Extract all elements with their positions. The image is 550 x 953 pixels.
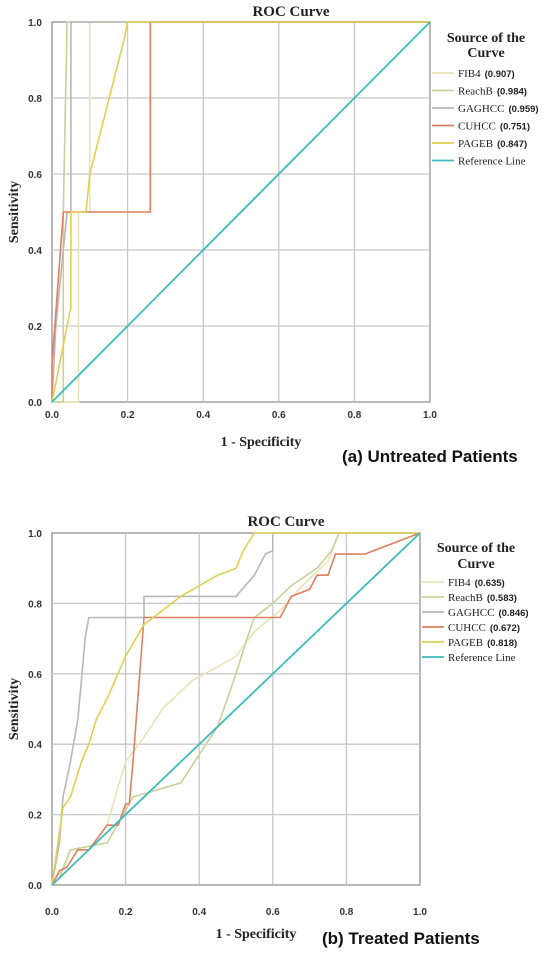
legend-label: ReachB (0.583)	[448, 592, 517, 604]
legend-label: FIB4 (0.635)	[448, 577, 505, 589]
legend-label: Reference Line	[448, 652, 516, 664]
legend-label: PAGEB (0.847)	[458, 138, 527, 150]
x-axis-label: 1 - Specificity	[221, 435, 302, 450]
roc-chart-treated: 0.0 0.2 0.4 0.6 0.8 1.0 0.0 0.2 0.4 0.6 0.8 1.0 ROC …	[7, 514, 529, 948]
panel-caption: (a) Untreated Patients	[342, 447, 518, 466]
series-line-gaghcc	[51, 532, 420, 886]
legend-auc: (0.583)	[487, 593, 517, 604]
x-tick-label: 1.0	[413, 907, 427, 918]
y-tick-label: 0.4	[28, 740, 42, 751]
series-line-cuhcc	[51, 532, 421, 886]
series-line-pageb	[51, 21, 430, 403]
y-tick-label: 1.0	[28, 18, 42, 29]
series-line-reference-line	[51, 21, 431, 403]
y-tick-label: 0.8	[28, 599, 42, 610]
legend-auc: (0.635)	[475, 578, 505, 589]
x-tick-label: 0.6	[266, 907, 280, 918]
legend-title-line-1: Source of the	[437, 541, 515, 556]
legend-auc: (0.907)	[485, 69, 515, 80]
legend-title-line-2: Curve	[467, 46, 504, 61]
legend-label: GAGHCC (0.846)	[448, 607, 529, 619]
legend-label: Reference Line	[458, 156, 526, 168]
legend-auc: (0.847)	[497, 139, 527, 150]
legend-label: CUHCC (0.751)	[458, 121, 530, 133]
y-tick-label: 0.6	[28, 670, 42, 681]
x-tick-label: 0.6	[272, 410, 286, 421]
y-tick-label: 0.0	[28, 398, 42, 409]
legend-label: FIB4 (0.907)	[458, 68, 515, 80]
series-line-reachb	[51, 532, 420, 886]
y-tick-label: 0.8	[28, 94, 42, 105]
legend-auc: (0.672)	[490, 623, 520, 634]
x-tick-label: 0.8	[347, 410, 361, 421]
legend-label: CUHCC (0.672)	[448, 622, 520, 634]
legend-title-line-2: Curve	[457, 557, 494, 572]
y-axis-label: Sensitivity	[7, 678, 22, 740]
x-tick-label: 0.4	[192, 907, 206, 918]
y-axis-label: Sensitivity	[7, 181, 22, 243]
x-tick-label: 0.2	[121, 410, 135, 421]
roc-chart-untreated: 0.0 0.2 0.4 0.6 0.8 1.0 0.0 0.2 0.4 0.6 0.8 1.0 ROC …	[7, 4, 539, 466]
panel-caption: (b) Treated Patients	[322, 929, 480, 948]
x-tick-label: 1.0	[423, 410, 437, 421]
x-tick-label: 0.0	[45, 907, 59, 918]
y-tick-label: 0.2	[28, 811, 42, 822]
legend-label: ReachB (0.984)	[458, 86, 527, 98]
y-tick-label: 0.0	[28, 881, 42, 892]
x-tick-label: 0.2	[119, 907, 133, 918]
x-tick-label: 0.4	[196, 410, 210, 421]
y-tick-label: 0.6	[28, 170, 42, 181]
legend-auc: (0.846)	[498, 608, 528, 619]
y-tick-label: 1.0	[28, 529, 42, 540]
series-line-pageb	[51, 532, 420, 886]
x-axis-label: 1 - Specificity	[216, 927, 297, 942]
y-tick-label: 0.4	[28, 246, 42, 257]
legend-label: GAGHCC (0.959)	[458, 103, 539, 115]
series-line-reference-line	[51, 532, 421, 886]
chart-title: ROC Curve	[247, 514, 324, 530]
x-tick-label: 0.0	[45, 410, 59, 421]
legend-title-line-1: Source of the	[447, 31, 525, 46]
legend-auc: (0.751)	[500, 122, 530, 133]
legend-auc: (0.984)	[497, 87, 527, 98]
legend-auc: (0.959)	[508, 104, 538, 115]
legend-auc: (0.818)	[487, 638, 517, 649]
legend-label: PAGEB (0.818)	[448, 637, 517, 649]
chart-title: ROC Curve	[252, 4, 329, 20]
y-tick-label: 0.2	[28, 322, 42, 333]
x-tick-label: 0.8	[339, 907, 353, 918]
